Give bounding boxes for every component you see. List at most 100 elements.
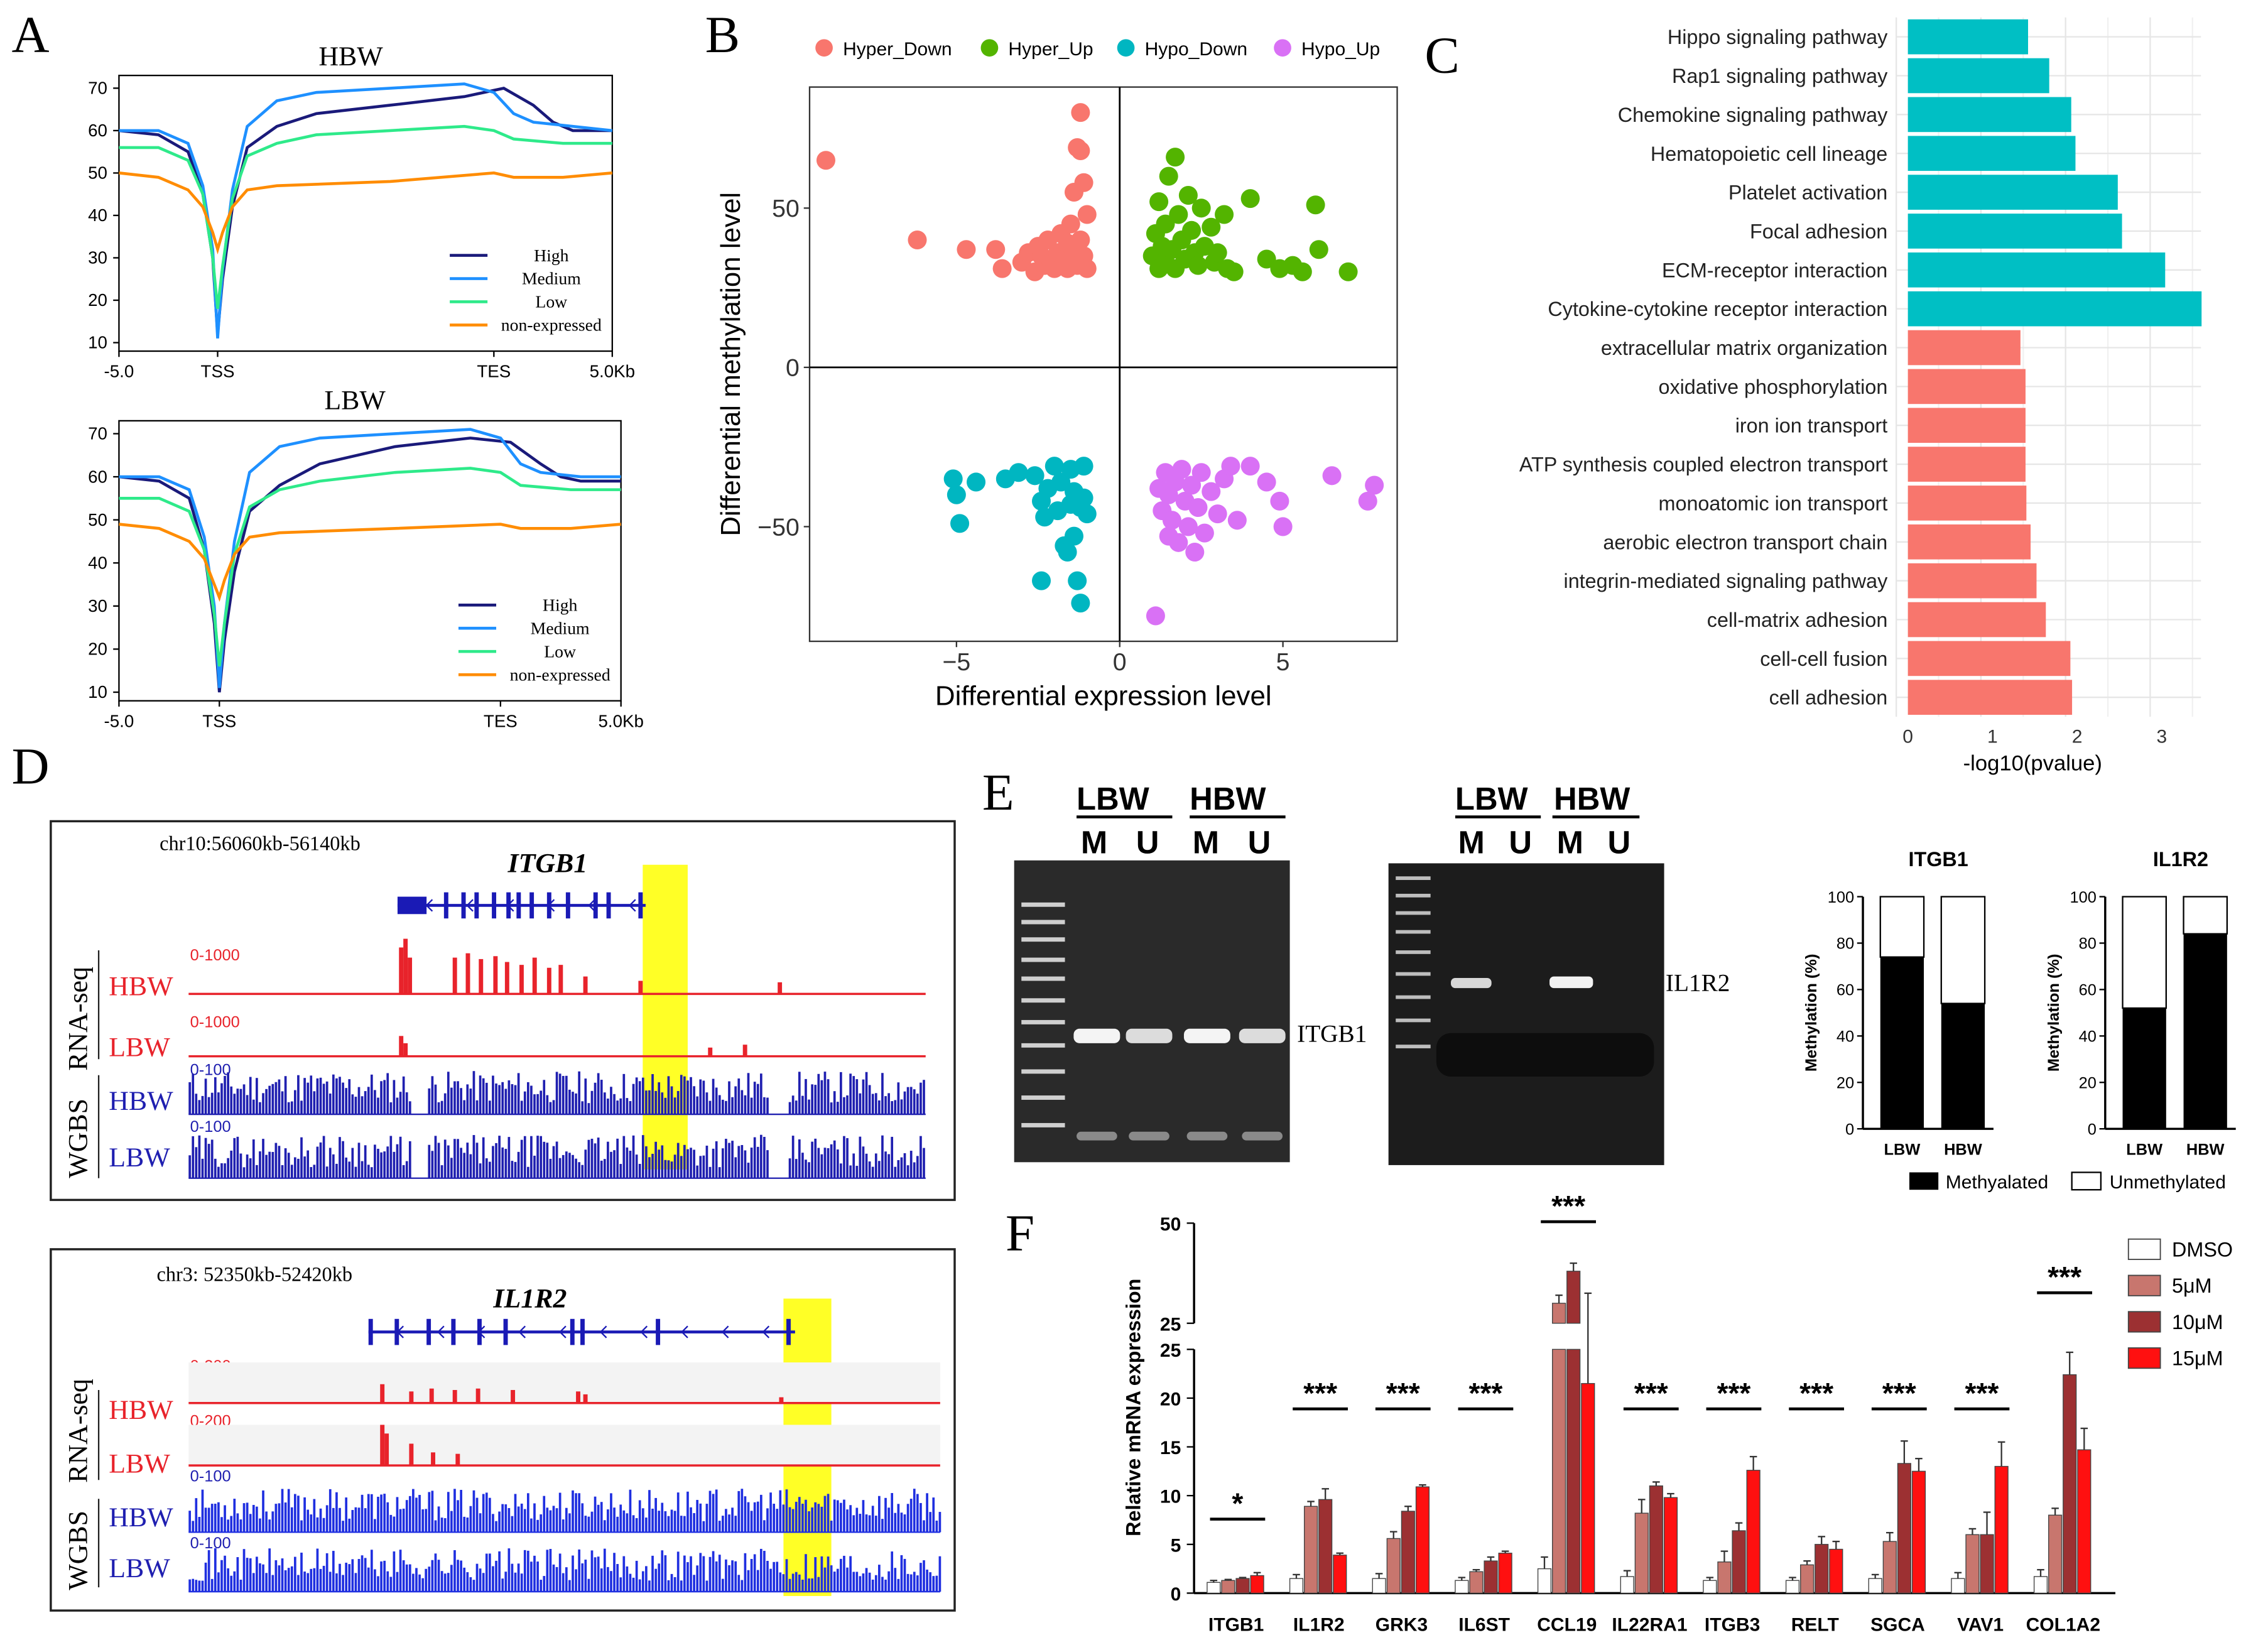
ladder-band (1021, 1095, 1065, 1100)
wgbs-bar (489, 1553, 491, 1592)
wgbs-bar (357, 1558, 361, 1592)
bar-kegg (1907, 291, 2202, 327)
exon (368, 1318, 373, 1345)
wgbs-bar (629, 1489, 632, 1533)
point-hypo-down (1074, 457, 1093, 476)
wgbs-bar (517, 1563, 520, 1592)
wgbs-bar (357, 1087, 361, 1115)
wgbs-bar (386, 1073, 389, 1115)
wgbs-bar (310, 1167, 313, 1178)
point-hypo-up (1182, 475, 1202, 495)
wgbs-bar (195, 1094, 198, 1115)
wgbs-bar (558, 1492, 562, 1533)
wgbs-bar (887, 1093, 890, 1115)
rna-peak (583, 1394, 588, 1403)
bar-15μM (1415, 1486, 1430, 1594)
wgbs-bar (520, 1100, 523, 1115)
wgbs-bar (763, 1520, 766, 1533)
wgbs-bar (259, 1518, 261, 1533)
wgbs-bar (836, 1149, 839, 1178)
wgbs-bar (782, 1504, 785, 1533)
wgbs-bar (377, 1496, 379, 1533)
wgbs-bar (587, 1578, 590, 1592)
wgbs-bar (795, 1572, 798, 1592)
significance-marker: *** (1468, 1377, 1502, 1409)
wgbs-bar (590, 1550, 594, 1592)
wgbs-bar (307, 1082, 310, 1115)
wgbs-bar (718, 1095, 721, 1115)
wgbs-bar (252, 1099, 255, 1115)
wgbs-bar (654, 1497, 657, 1533)
lane-u: U (1248, 824, 1271, 860)
point-hyper-up (1159, 166, 1178, 186)
ladder-band (1021, 1019, 1065, 1024)
bar-10μM (1732, 1530, 1746, 1594)
exon (443, 892, 448, 919)
wgbs-bar (779, 1490, 782, 1533)
x-tick-label: 1 (1987, 727, 1998, 747)
wgbs-bar (345, 1157, 348, 1178)
wgbs-bar (364, 1558, 367, 1592)
wgbs-bar (415, 1497, 418, 1533)
category-label: GRK3 (1375, 1614, 1428, 1635)
wgbs-bar (335, 1078, 338, 1115)
category-label: ITGB3 (1705, 1614, 1760, 1635)
wgbs-bar (909, 1499, 913, 1533)
gel-group-hbw: HBW (1554, 781, 1630, 817)
panel-label-b: B (705, 6, 740, 63)
wgbs-bar (833, 1140, 836, 1178)
wgbs-bar (412, 1489, 415, 1533)
y-tick-label: 40 (2079, 1028, 2097, 1046)
wgbs-bar (737, 1575, 741, 1592)
series-line-medium (119, 82, 613, 339)
wgbs-bar (281, 1558, 284, 1592)
wgbs-bar (651, 1153, 654, 1178)
wgbs-bar (313, 1568, 316, 1592)
wgbs-bar (434, 1084, 437, 1115)
point-hypo-up (1227, 511, 1247, 530)
wgbs-bar (530, 1085, 533, 1115)
bar-kegg (1907, 252, 2166, 288)
bar-go (1907, 680, 2073, 715)
wgbs-bar (319, 1077, 322, 1115)
wgbs-bar (220, 1163, 223, 1178)
strand-arrow (547, 899, 555, 912)
wgbs-bar (511, 1161, 514, 1178)
wgbs-bar (750, 1511, 753, 1533)
x-tick-label: -5.0 (104, 711, 134, 730)
y-tick-label: 20 (1160, 1389, 1181, 1409)
wgbs-bar (891, 1101, 894, 1115)
wgbs-bar (440, 1571, 443, 1592)
y-tick-label: 40 (1837, 1028, 1854, 1046)
lane-m: M (1193, 824, 1219, 860)
wgbs-bar (256, 1506, 258, 1533)
wgbs-bar (475, 1100, 479, 1115)
legend-label: Medium (531, 618, 590, 638)
wgbs-bar (753, 1082, 756, 1115)
wgbs-bar (300, 1520, 303, 1533)
x-tick-label: 5.0Kb (598, 711, 643, 730)
signal-tracks (188, 1362, 941, 1593)
wgbs-bar (836, 1500, 839, 1533)
wgbs-bar (457, 1139, 459, 1178)
wgbs-bar (871, 1094, 874, 1115)
point-hypo-up (1172, 460, 1191, 479)
wgbs-bar (690, 1148, 692, 1178)
wgbs-bar (227, 1568, 229, 1592)
bar-15μM (1663, 1497, 1678, 1594)
wgbs-bar (572, 1092, 574, 1115)
point-hyper-down (1061, 214, 1080, 234)
wgbs-bar (201, 1580, 204, 1592)
wgbs-bar (651, 1074, 654, 1115)
bar-go (1907, 524, 2031, 560)
x-tick-label: 5.0Kb (590, 362, 635, 381)
wgbs-bar (702, 1556, 705, 1592)
wgbs-bar (319, 1508, 322, 1533)
x-axis-label: Differential expression level (935, 681, 1272, 712)
wgbs-bar (638, 1500, 641, 1533)
plot-frame (118, 74, 613, 352)
wgbs-bar (638, 1081, 641, 1115)
wgbs-bar (744, 1553, 747, 1592)
wgbs-bar (463, 1100, 466, 1115)
wgbs-bar (492, 1514, 494, 1533)
